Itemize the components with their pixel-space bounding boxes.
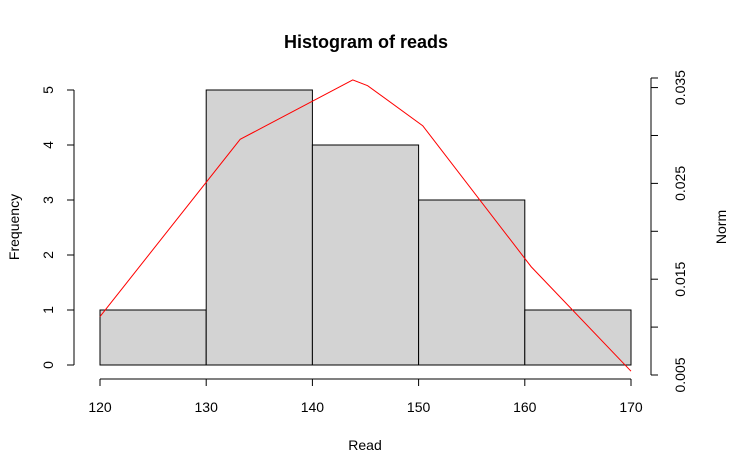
x-tick-label-130: 130 <box>195 399 219 415</box>
histogram-bar-130-140 <box>205 89 313 366</box>
norm-curve <box>99 79 632 372</box>
histogram-bar-140-150 <box>311 144 420 366</box>
chart-title: Histogram of reads <box>284 32 448 52</box>
y-axis: 0 1 2 3 4 5 <box>40 86 75 369</box>
y2-axis: 0.005 0.015 0.025 0.035 <box>650 70 688 393</box>
y2-axis-label: Norm <box>713 210 729 244</box>
norm-line <box>99 79 632 372</box>
y-tick-label-5: 5 <box>40 86 56 94</box>
histogram-bar-120-130 <box>99 309 207 366</box>
y2-tick-label-0.035: 0.035 <box>672 70 688 105</box>
x-tick-label-160: 160 <box>513 399 537 415</box>
y-tick-label-1: 1 <box>40 306 56 314</box>
y-tick-label-3: 3 <box>40 196 56 204</box>
histogram-bar-160-170 <box>524 309 632 366</box>
y-tick-label-0: 0 <box>40 361 56 369</box>
x-axis: 120 130 140 150 160 170 <box>88 378 643 415</box>
histogram-bar-150-160 <box>418 199 526 366</box>
y-tick-label-2: 2 <box>40 251 56 259</box>
y2-tick-label-0.015: 0.015 <box>672 261 688 296</box>
y2-tick-label-0.025: 0.025 <box>672 166 688 201</box>
x-tick-label-140: 140 <box>301 399 325 415</box>
x-axis-label: Read <box>348 437 381 453</box>
y-axis-label: Frequency <box>6 194 22 260</box>
histogram-bars <box>99 89 632 366</box>
y-tick-label-4: 4 <box>40 141 56 149</box>
x-tick-label-120: 120 <box>88 399 112 415</box>
y2-tick-label-0.005: 0.005 <box>672 357 688 392</box>
x-tick-label-170: 170 <box>619 399 643 415</box>
x-tick-label-150: 150 <box>407 399 431 415</box>
